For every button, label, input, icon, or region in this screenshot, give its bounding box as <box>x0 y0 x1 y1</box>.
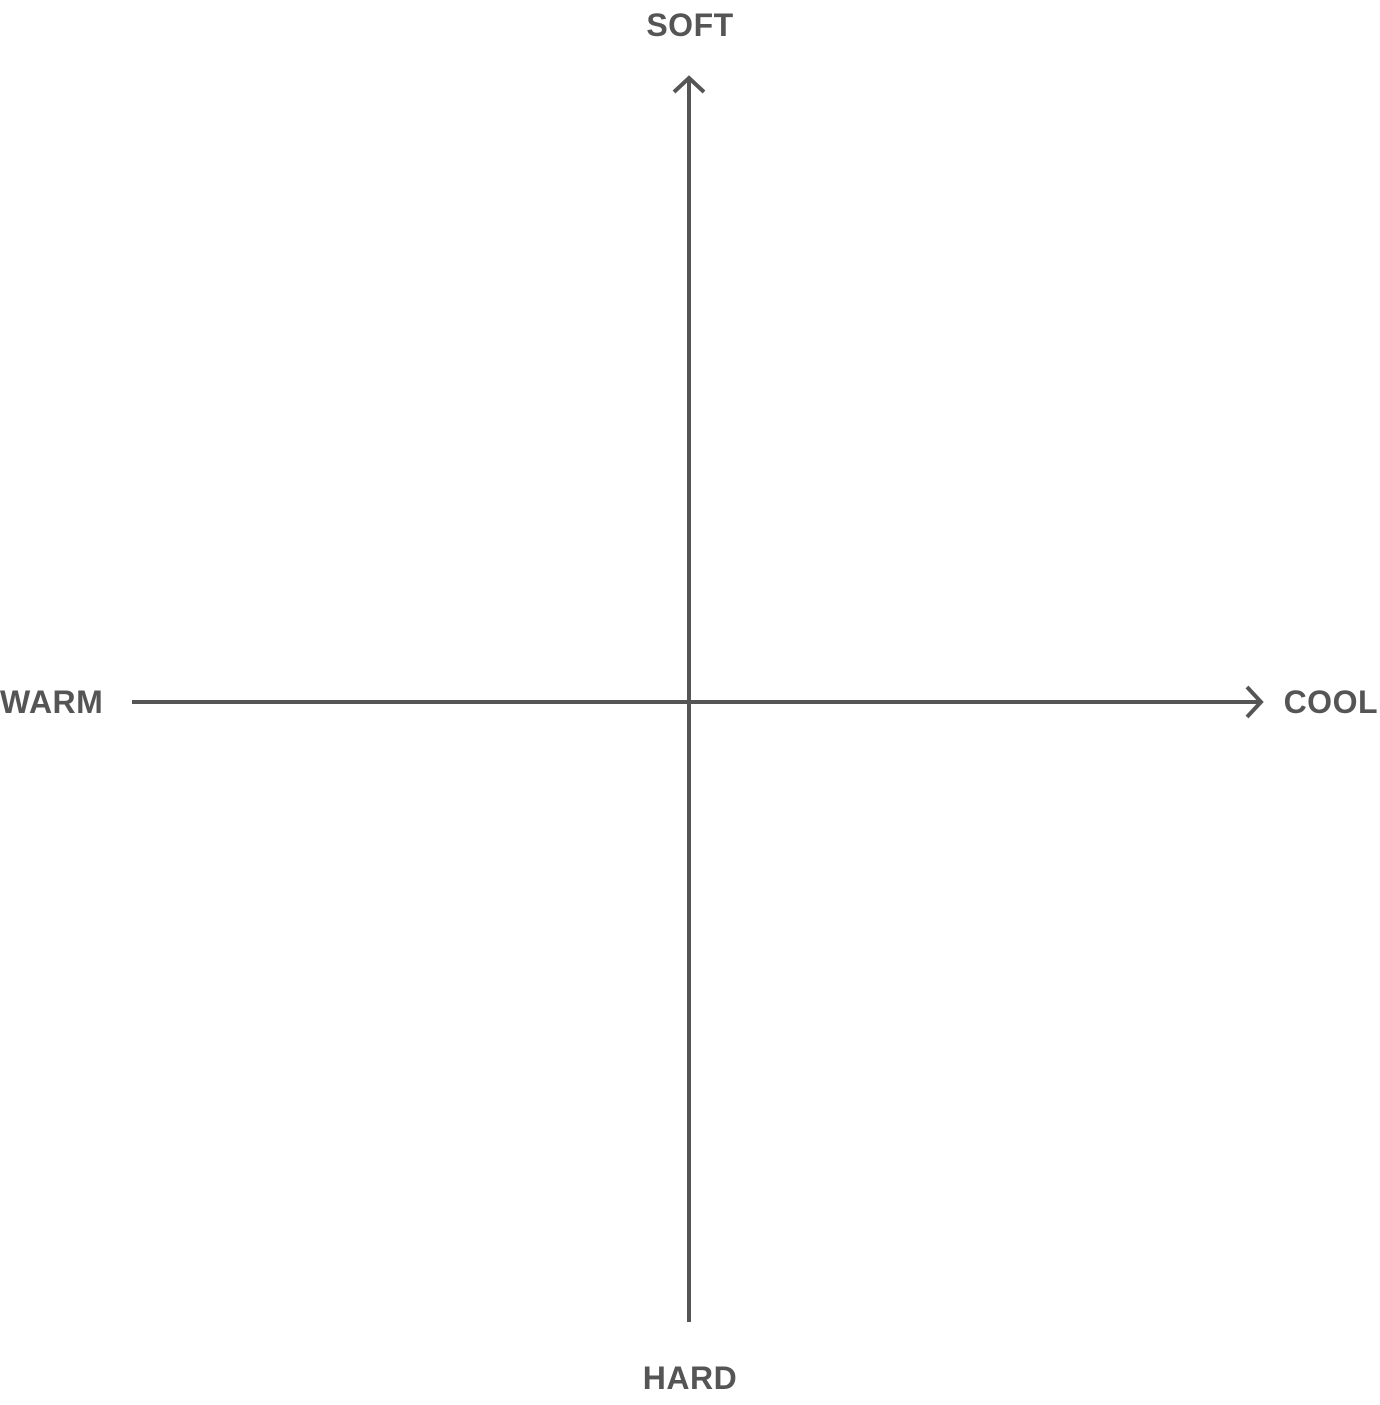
axis-label-warm: WARM <box>0 686 103 718</box>
axis-label-soft: SOFT <box>646 9 733 41</box>
axis-label-cool: COOL <box>1284 686 1378 718</box>
axis-label-hard: HARD <box>643 1362 737 1394</box>
